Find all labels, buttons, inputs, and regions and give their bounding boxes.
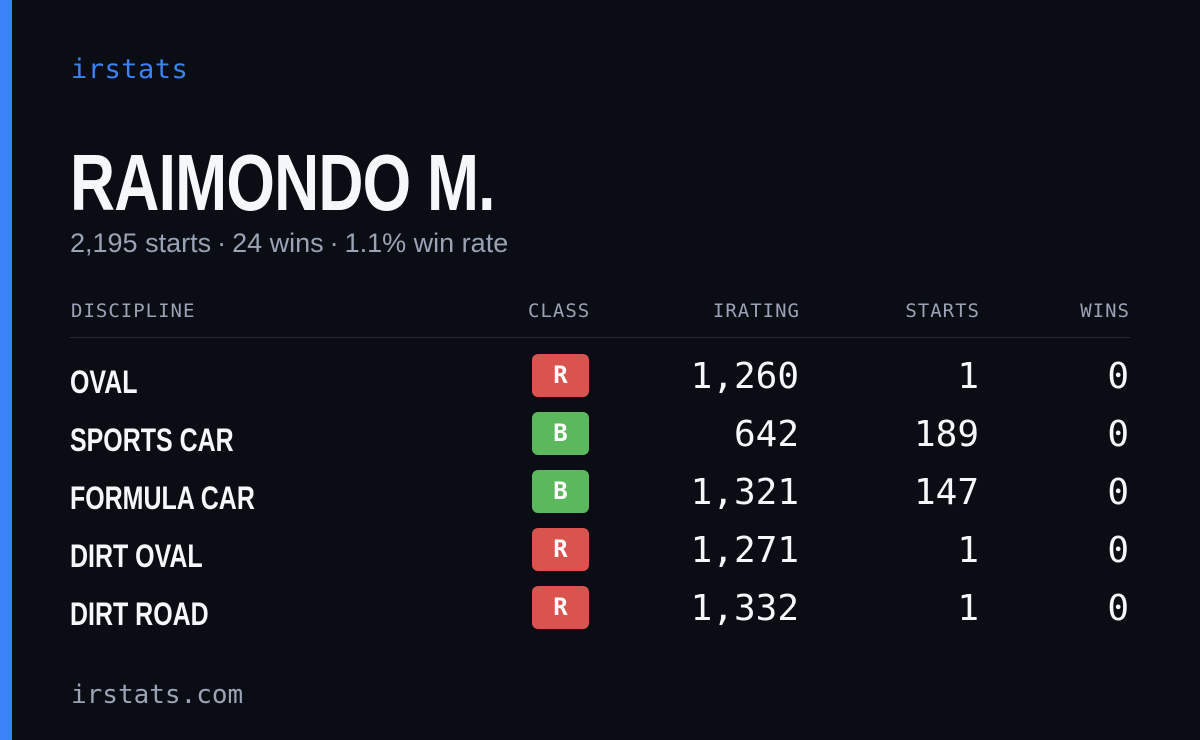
- discipline-name: SPORTS CAR: [70, 422, 234, 458]
- header-irating: IRATING: [712, 300, 800, 322]
- irating-value: 1,332: [690, 588, 799, 629]
- irating-value: 642: [733, 414, 799, 455]
- win-rate-summary: 1.1% win rate: [344, 228, 509, 258]
- wins-summary: 24 wins: [232, 228, 324, 258]
- header-starts: STARTS: [905, 300, 980, 322]
- irating-value: 1,321: [690, 472, 799, 513]
- driver-summary: 2,195 starts · 24 wins · 1.1% win rate: [70, 228, 508, 259]
- table-row: OVAL R 1,260 1 0: [70, 350, 1130, 408]
- discipline-name: FORMULA CAR: [70, 480, 255, 516]
- accent-bar: [0, 0, 12, 740]
- summary-separator: ·: [217, 228, 227, 258]
- starts-summary: 2,195 starts: [70, 228, 212, 258]
- class-badge: B: [532, 470, 589, 513]
- table-header: DISCIPLINE CLASS IRATING STARTS WINS: [70, 298, 1130, 338]
- table-row: FORMULA CAR B 1,321 147 0: [70, 466, 1130, 524]
- class-badge: R: [532, 354, 589, 397]
- driver-name: RAIMONDO M.: [70, 138, 496, 227]
- irating-value: 1,260: [690, 356, 799, 397]
- wins-value: 0: [1107, 414, 1129, 455]
- wins-value: 0: [1107, 588, 1129, 629]
- discipline-name: DIRT ROAD: [70, 596, 209, 632]
- header-wins: WINS: [1080, 300, 1130, 322]
- wins-value: 0: [1107, 530, 1129, 571]
- summary-separator: ·: [329, 228, 339, 258]
- table-row: DIRT OVAL R 1,271 1 0: [70, 524, 1130, 582]
- irating-value: 1,271: [690, 530, 799, 571]
- class-badge: R: [532, 528, 589, 571]
- wins-value: 0: [1107, 356, 1129, 397]
- header-class: CLASS: [528, 300, 591, 322]
- starts-value: 189: [913, 414, 979, 455]
- class-badge: B: [532, 412, 589, 455]
- starts-value: 147: [913, 472, 979, 513]
- starts-value: 1: [957, 356, 979, 397]
- discipline-name: OVAL: [70, 364, 138, 400]
- header-discipline: DISCIPLINE: [71, 300, 196, 322]
- discipline-table: OVAL R 1,260 1 0 SPORTS CAR B 642 189 0 …: [70, 350, 1130, 640]
- starts-value: 1: [957, 588, 979, 629]
- brand-logo-text: irstats: [71, 54, 189, 85]
- footer-url: irstats.com: [71, 680, 244, 710]
- table-row: SPORTS CAR B 642 189 0: [70, 408, 1130, 466]
- class-badge: R: [532, 586, 589, 629]
- wins-value: 0: [1107, 472, 1129, 513]
- starts-value: 1: [957, 530, 979, 571]
- discipline-name: DIRT OVAL: [70, 538, 203, 574]
- table-row: DIRT ROAD R 1,332 1 0: [70, 582, 1130, 640]
